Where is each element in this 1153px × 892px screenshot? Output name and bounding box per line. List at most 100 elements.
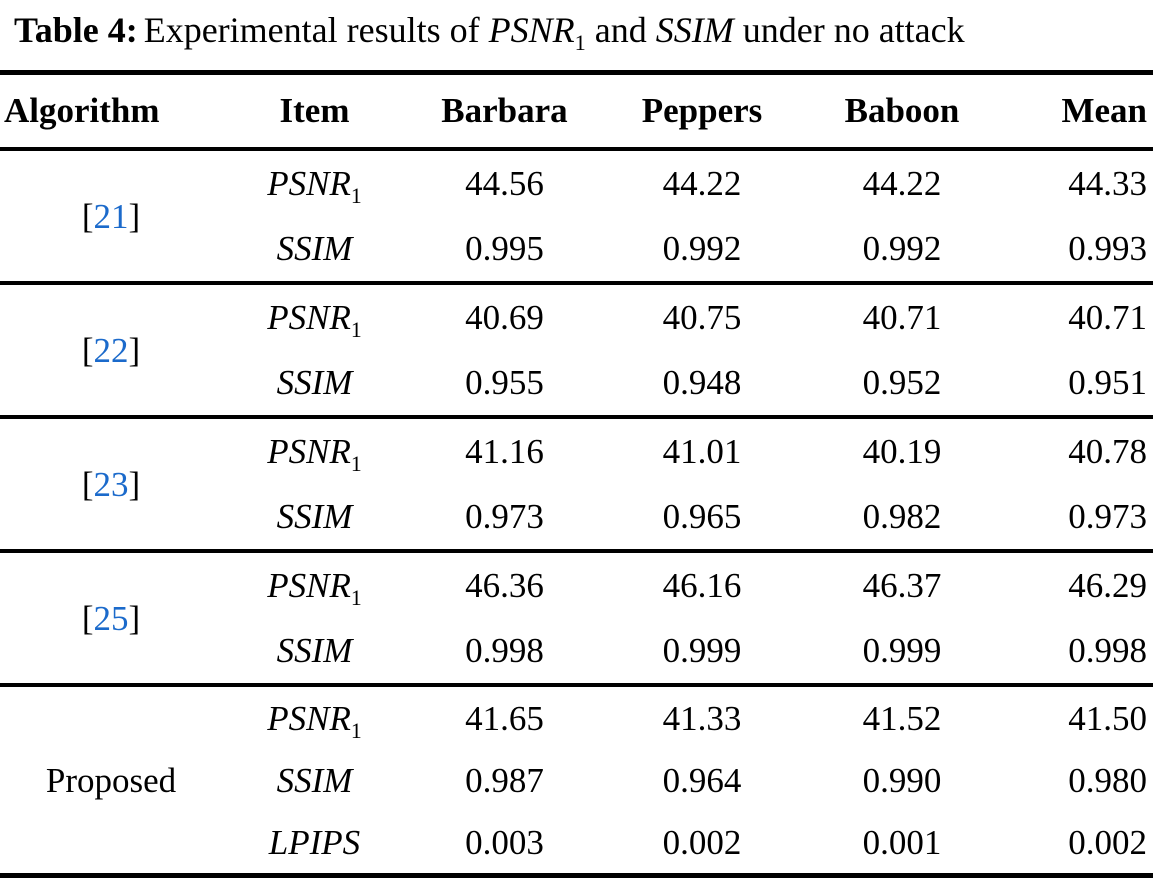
value-cell: 0.995 — [465, 229, 544, 268]
algorithm-citation: [21] — [0, 149, 222, 283]
citation-close-bracket: ] — [128, 464, 141, 504]
value-cell: 46.36 — [465, 566, 544, 605]
value-cell: 40.71 — [862, 298, 942, 337]
value-cell: 44.56 — [465, 164, 544, 203]
item-subscript: 1 — [350, 184, 362, 208]
value-cell: 46.16 — [662, 566, 742, 605]
value-cell: 41.16 — [465, 432, 544, 471]
item-label: SSIM — [222, 749, 407, 811]
algorithm-block-25: [25] PSNR1 46.36 46.16 46.37 46.29 SSIM … — [0, 551, 1153, 685]
value-cell: 0.002 — [1068, 822, 1147, 862]
value-cell: 40.71 — [1068, 298, 1147, 337]
citation-close-bracket: ] — [128, 598, 141, 638]
item-label: SSIM — [222, 618, 407, 685]
algorithm-block-proposed: Proposed PSNR1 41.65 41.33 41.52 41.50 S… — [0, 685, 1153, 876]
value-cell: 0.973 — [1068, 497, 1147, 536]
caption-psnr-metric: PSNR — [488, 10, 575, 50]
caption-psnr-subscript: 1 — [574, 30, 586, 56]
value-cell: 0.003 — [465, 822, 544, 862]
item-metric: SSIM — [276, 229, 353, 268]
citation-link[interactable]: 21 — [93, 196, 129, 236]
citation-open-bracket: [ — [81, 464, 94, 504]
value-cell: 41.33 — [662, 698, 742, 738]
citation-open-bracket: [ — [81, 598, 94, 638]
item-label: SSIM — [222, 350, 407, 417]
item-label: LPIPS — [222, 811, 407, 876]
item-label: PSNR1 — [222, 417, 407, 484]
value-cell: 0.955 — [465, 363, 544, 402]
citation-link[interactable]: 25 — [93, 598, 129, 638]
value-cell: 40.69 — [465, 298, 544, 337]
value-cell: 0.998 — [1068, 631, 1147, 670]
algorithm-name: Proposed — [45, 760, 177, 800]
item-label: SSIM — [222, 216, 407, 283]
value-cell: 0.982 — [862, 497, 942, 536]
citation-open-bracket: [ — [81, 330, 94, 370]
item-label: SSIM — [222, 484, 407, 551]
col-header-peppers: Peppers — [641, 91, 763, 130]
value-cell: 46.37 — [862, 566, 942, 605]
value-cell: 0.999 — [662, 631, 742, 670]
table-row: LPIPS 0.003 0.002 0.001 0.002 — [0, 811, 1153, 876]
item-metric: SSIM — [276, 631, 353, 670]
item-metric: PSNR — [267, 164, 351, 203]
item-subscript: 1 — [350, 452, 362, 476]
item-metric: PSNR — [267, 298, 351, 337]
item-subscript: 1 — [350, 586, 362, 610]
item-metric: SSIM — [276, 497, 353, 536]
value-cell: 41.01 — [662, 432, 742, 471]
item-label: PSNR1 — [222, 685, 407, 749]
value-cell: 0.992 — [662, 229, 742, 268]
item-metric: SSIM — [276, 363, 353, 402]
table-row: [23] PSNR1 41.16 41.01 40.19 40.78 — [0, 417, 1153, 502]
value-cell: 0.998 — [465, 631, 544, 670]
caption-text-mid: and — [585, 10, 656, 50]
value-cell: 40.75 — [662, 298, 742, 337]
value-cell: 0.992 — [862, 229, 942, 268]
value-cell: 44.22 — [662, 164, 742, 203]
algorithm-block-22: [22] PSNR1 40.69 40.75 40.71 40.71 SSIM … — [0, 283, 1153, 417]
value-cell: 0.951 — [1068, 363, 1147, 402]
item-label: PSNR1 — [222, 551, 407, 618]
table-row: SSIM 0.998 0.999 0.999 0.998 — [0, 618, 1153, 685]
item-subscript: 1 — [350, 318, 362, 342]
value-cell: 41.52 — [862, 698, 942, 738]
value-cell: 44.22 — [862, 164, 942, 203]
item-label: PSNR1 — [222, 283, 407, 350]
item-metric: LPIPS — [268, 822, 361, 862]
value-cell: 0.993 — [1068, 229, 1147, 268]
table-row: [22] PSNR1 40.69 40.75 40.71 40.71 — [0, 283, 1153, 368]
value-cell: 0.948 — [662, 363, 742, 402]
item-label: PSNR1 — [222, 149, 407, 216]
value-cell: 0.002 — [662, 822, 742, 862]
value-cell: 41.65 — [465, 698, 544, 738]
caption-ssim-metric: SSIM — [655, 10, 734, 50]
caption-label: Table 4: — [14, 10, 138, 50]
citation-link[interactable]: 23 — [93, 464, 129, 504]
algorithm-citation: [22] — [0, 283, 222, 417]
value-cell: 0.980 — [1068, 760, 1147, 800]
col-header-item: Item — [279, 91, 350, 130]
table-row: SSIM 0.973 0.965 0.982 0.973 — [0, 484, 1153, 551]
citation-close-bracket: ] — [128, 330, 141, 370]
value-cell: 0.965 — [662, 497, 742, 536]
value-cell: 0.987 — [465, 760, 544, 800]
caption-text-before: Experimental results of — [143, 10, 489, 50]
item-subscript: 1 — [350, 718, 362, 743]
citation-link[interactable]: 22 — [93, 330, 129, 370]
value-cell: 0.990 — [862, 760, 942, 800]
table-row: Proposed PSNR1 41.65 41.33 41.52 41.50 — [0, 685, 1153, 798]
algorithm-citation: [25] — [0, 551, 222, 685]
algorithm-block-23: [23] PSNR1 41.16 41.01 40.19 40.78 SSIM … — [0, 417, 1153, 551]
table-header-row: Algorithm Item Barbara Peppers Baboon Me… — [0, 72, 1153, 149]
value-cell: 0.001 — [862, 822, 942, 862]
item-metric: PSNR — [267, 432, 351, 471]
table-caption: Table 4: Experimental results of PSNR1 an… — [0, 0, 1153, 56]
value-cell: 41.50 — [1068, 698, 1147, 738]
value-cell: 46.29 — [1068, 566, 1147, 605]
col-header-mean: Mean — [1061, 91, 1147, 130]
value-cell: 0.999 — [862, 631, 942, 670]
caption-text-after: under no attack — [733, 10, 965, 50]
col-header-baboon: Baboon — [844, 91, 960, 130]
